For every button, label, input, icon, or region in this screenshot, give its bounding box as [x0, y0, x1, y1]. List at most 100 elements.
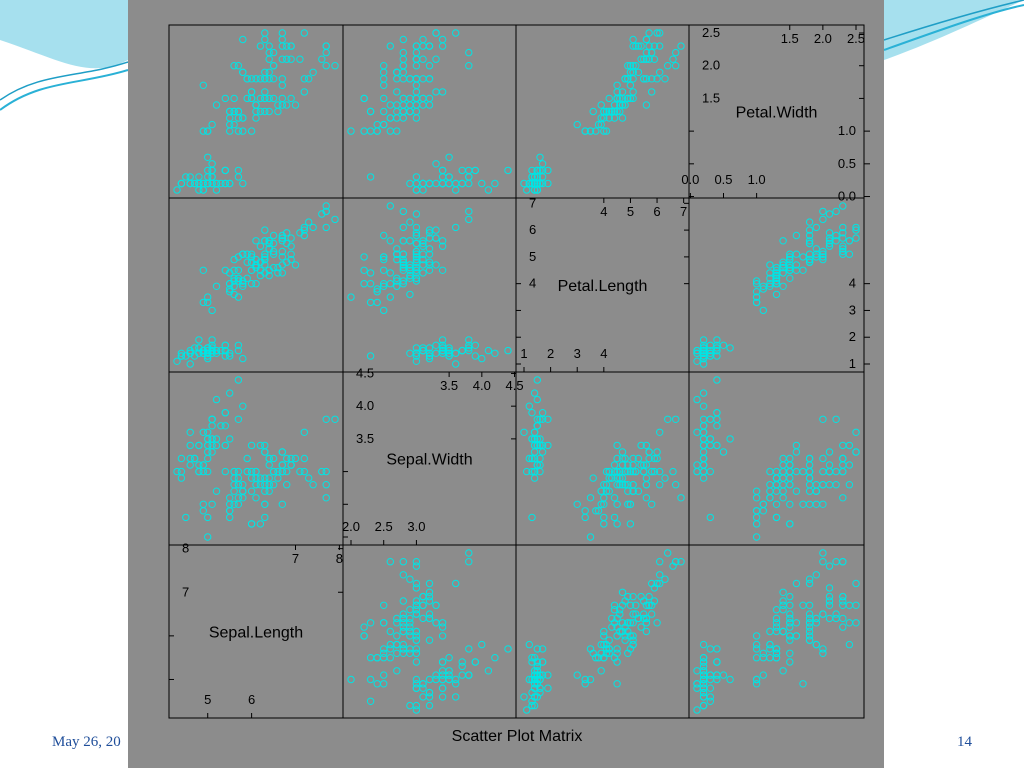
scatter-point [425, 701, 434, 710]
scatter-point [538, 409, 547, 417]
scatter-point [465, 61, 473, 70]
scatter-point [693, 428, 701, 436]
scatter-point [322, 481, 330, 489]
scatter-point [261, 474, 269, 482]
scatter-point [779, 237, 787, 245]
scatter-point [432, 29, 440, 37]
scatter-point [243, 467, 251, 476]
scatter-point [465, 671, 473, 679]
scatter-point [186, 461, 194, 469]
scatter-point [605, 474, 613, 482]
scatter-point [819, 549, 827, 557]
scatter-point [278, 55, 287, 63]
scatter-point [438, 173, 447, 181]
scatter-point [621, 101, 629, 109]
scatter-point [528, 654, 536, 662]
scatter-point [536, 179, 544, 188]
scatter-point [672, 48, 680, 57]
scatter-point [653, 619, 661, 627]
scatter-point [699, 701, 708, 710]
scatter-point [699, 448, 708, 456]
scatter-point [613, 81, 621, 90]
scatter-point [839, 461, 847, 469]
scatter-point [399, 258, 407, 266]
scatter-point [839, 242, 847, 250]
scatter-point [269, 481, 278, 489]
scatter-point [766, 467, 774, 476]
scatter-point [278, 75, 287, 83]
scatter-point [825, 229, 834, 237]
scatter-point [536, 461, 544, 469]
scatter-point [642, 481, 651, 489]
scatter-point [208, 179, 216, 188]
scatter-point [839, 454, 847, 463]
scatter-point [252, 75, 260, 83]
scatter-point [380, 680, 388, 688]
scatter-point [425, 245, 434, 253]
scatter-point [278, 42, 287, 50]
scatter-point [597, 667, 605, 675]
scatter-point [693, 357, 701, 365]
scatter-point [287, 250, 295, 258]
scatter-point [419, 601, 427, 609]
scatter-point [300, 88, 309, 96]
scatter-point [525, 402, 533, 410]
scatter-point [634, 487, 643, 495]
scatter-point [602, 127, 611, 135]
matrix-cell [168, 24, 344, 199]
scatter-point [195, 349, 203, 357]
scatter-point [805, 500, 814, 508]
scatter-point [852, 223, 860, 232]
scatter-point [283, 454, 291, 463]
scatter-point [594, 120, 603, 129]
scatter-point [581, 507, 589, 515]
scatter-point [752, 494, 761, 502]
scatter-point [425, 588, 434, 596]
scatter-point [373, 654, 381, 662]
scatter-point [713, 658, 721, 666]
scatter-point [825, 592, 834, 601]
scatter-point [523, 186, 531, 194]
scatter-point [586, 675, 595, 684]
scatter-point [399, 101, 407, 109]
scatter-point [618, 461, 627, 469]
scatter-point [699, 344, 708, 352]
scatter-point [536, 415, 544, 423]
scatter-point [380, 94, 388, 103]
scatter-point [212, 186, 221, 194]
scatter-point [412, 606, 421, 614]
scatter-point [600, 114, 608, 122]
scatter-point [234, 415, 243, 423]
scatter-point [772, 614, 781, 623]
scatter-point [399, 558, 407, 566]
scatter-point [786, 474, 794, 482]
scatter-point [642, 48, 651, 57]
scatter-point [399, 61, 407, 70]
scatter-point [412, 558, 421, 566]
scatter-point [419, 693, 427, 701]
scatter-point [699, 467, 708, 476]
tick-label: 6 [248, 692, 255, 707]
scatter-point [239, 250, 247, 258]
scatter-point [425, 693, 434, 701]
scatter-point [265, 55, 273, 63]
scatter-point [406, 101, 414, 109]
scatter-point [247, 127, 256, 135]
scatter-point [812, 619, 820, 627]
scatter-point [812, 481, 820, 489]
variable-name-label: Sepal.Width [386, 452, 472, 469]
scatter-point [452, 693, 460, 701]
scatter-point [322, 48, 330, 57]
scatter-point [845, 441, 854, 450]
scatter-point [805, 575, 814, 583]
scatter-point [438, 35, 447, 44]
scatter-point [438, 88, 447, 96]
scatter-point [247, 94, 256, 103]
scatter-point [226, 280, 234, 288]
scatter-point [393, 250, 401, 258]
scatter-point [373, 680, 381, 688]
matrix-cell [342, 544, 517, 719]
scatter-point [608, 623, 616, 631]
scatter-point [274, 101, 282, 109]
scatter-point [478, 640, 486, 649]
